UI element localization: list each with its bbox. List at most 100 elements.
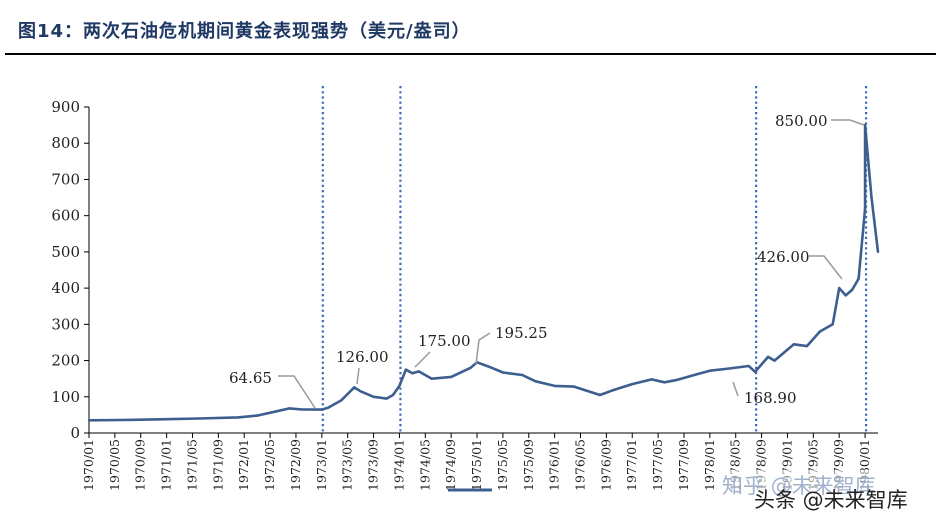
gold-price-line bbox=[88, 123, 880, 422]
data-point bbox=[728, 367, 731, 370]
x-tick-label: 1976/09 bbox=[598, 439, 613, 491]
data-point bbox=[352, 386, 356, 389]
watermark: 知乎 @未来智库 头条 @未来智库 bbox=[722, 470, 940, 512]
data-point bbox=[611, 389, 615, 392]
data-point bbox=[87, 419, 91, 422]
x-tick-label: 1973/09 bbox=[366, 439, 381, 491]
data-point bbox=[773, 359, 776, 362]
y-tick-label: 500 bbox=[51, 243, 80, 261]
data-point bbox=[850, 288, 854, 292]
x-tick-label: 1974/09 bbox=[443, 439, 458, 491]
axes: 0 100 200 300 400 500 600 700 800 900 1970/01 1970/… bbox=[51, 98, 878, 491]
data-point bbox=[521, 373, 524, 377]
data-point bbox=[695, 373, 699, 376]
y-tick-label: 0 bbox=[70, 424, 80, 442]
x-tick-label: 1974/01 bbox=[391, 439, 406, 491]
x-tick-label: 1978/01 bbox=[702, 439, 717, 491]
data-point bbox=[411, 372, 414, 375]
y-tick-label: 200 bbox=[51, 352, 80, 370]
data-point bbox=[469, 366, 472, 369]
data-point bbox=[385, 397, 388, 400]
data-point bbox=[876, 250, 880, 254]
data-point bbox=[165, 418, 168, 421]
data-point bbox=[430, 377, 433, 380]
data-point bbox=[320, 408, 324, 411]
x-tick-label: 1974/05 bbox=[417, 439, 432, 491]
data-point bbox=[663, 381, 666, 384]
y-tick-label: 400 bbox=[51, 279, 80, 297]
data-point bbox=[301, 408, 304, 411]
data-point bbox=[870, 196, 873, 199]
annotation-leader bbox=[356, 367, 360, 385]
y-tick-label: 100 bbox=[51, 388, 80, 406]
y-tick-label: 800 bbox=[51, 134, 80, 152]
data-point bbox=[792, 343, 796, 346]
data-point bbox=[359, 390, 362, 393]
y-tick-label: 600 bbox=[51, 207, 80, 225]
annotation-label: 175.00 bbox=[418, 332, 471, 350]
y-tick-label: 300 bbox=[51, 315, 80, 333]
annotation-leader bbox=[278, 375, 316, 409]
data-point bbox=[327, 406, 330, 409]
annotation-label: 195.25 bbox=[495, 324, 548, 342]
data-point bbox=[650, 378, 653, 381]
data-point bbox=[747, 364, 750, 368]
x-tick-label: 1975/09 bbox=[521, 439, 536, 491]
figure-title: 图14：两次石油危机期间黄金表现强势（美元/盎司） bbox=[18, 21, 471, 42]
x-tick-label: 1970/09 bbox=[133, 439, 148, 491]
annotation-label: 64.65 bbox=[229, 369, 272, 387]
data-point bbox=[275, 410, 278, 413]
x-tick-label: 1975/05 bbox=[495, 439, 510, 491]
annotation-leader bbox=[831, 119, 865, 126]
data-point bbox=[631, 382, 634, 386]
watermark-zhihu: 知乎 @未来智库 bbox=[722, 474, 876, 498]
x-tick-label: 1971/05 bbox=[184, 439, 199, 491]
data-point bbox=[805, 344, 809, 348]
data-point bbox=[831, 323, 834, 326]
data-point bbox=[236, 416, 239, 419]
data-point bbox=[863, 123, 867, 127]
x-tick-label: 1971/09 bbox=[210, 439, 225, 491]
data-point bbox=[197, 417, 201, 420]
x-tick-label: 1977/05 bbox=[650, 439, 665, 491]
data-point bbox=[844, 294, 847, 297]
annotation-label: 126.00 bbox=[336, 348, 389, 366]
data-point bbox=[818, 330, 821, 333]
data-point bbox=[779, 353, 783, 357]
data-point bbox=[857, 277, 860, 280]
annotation-leader bbox=[414, 351, 431, 368]
x-tick-label: 1972/01 bbox=[236, 439, 251, 491]
y-tick-label: 700 bbox=[51, 170, 80, 188]
data-point bbox=[288, 407, 291, 410]
x-tick-label: 1973/01 bbox=[314, 439, 329, 491]
x-tick-label: 1971/01 bbox=[159, 439, 174, 491]
series-layer bbox=[87, 123, 880, 422]
x-tick-label: 1976/01 bbox=[547, 439, 562, 491]
data-point bbox=[598, 393, 602, 397]
data-point bbox=[391, 393, 395, 397]
data-point bbox=[340, 399, 343, 402]
data-point bbox=[572, 385, 576, 388]
data-point bbox=[837, 286, 841, 290]
data-point bbox=[501, 371, 505, 374]
x-tick-label: 1975/01 bbox=[469, 439, 484, 491]
data-point bbox=[863, 207, 867, 210]
annotation-leader bbox=[475, 332, 491, 365]
data-point bbox=[676, 378, 679, 381]
annotation-leader bbox=[732, 381, 739, 397]
data-point bbox=[708, 369, 712, 372]
x-tick-label: 1977/01 bbox=[624, 439, 639, 491]
y-tick-label: 900 bbox=[51, 98, 80, 116]
data-point bbox=[417, 370, 421, 373]
annotation-label: 426.00 bbox=[757, 248, 810, 266]
x-tick-label: 1973/05 bbox=[340, 439, 355, 491]
data-point bbox=[753, 370, 757, 374]
annotation-label: 850.00 bbox=[775, 112, 828, 130]
x-tick-label: 1972/05 bbox=[262, 439, 277, 491]
annotation-leader bbox=[809, 255, 843, 280]
title-rule bbox=[5, 53, 936, 55]
data-point bbox=[255, 414, 259, 417]
data-point bbox=[404, 368, 408, 371]
x-tick-label: 1977/09 bbox=[676, 439, 691, 491]
